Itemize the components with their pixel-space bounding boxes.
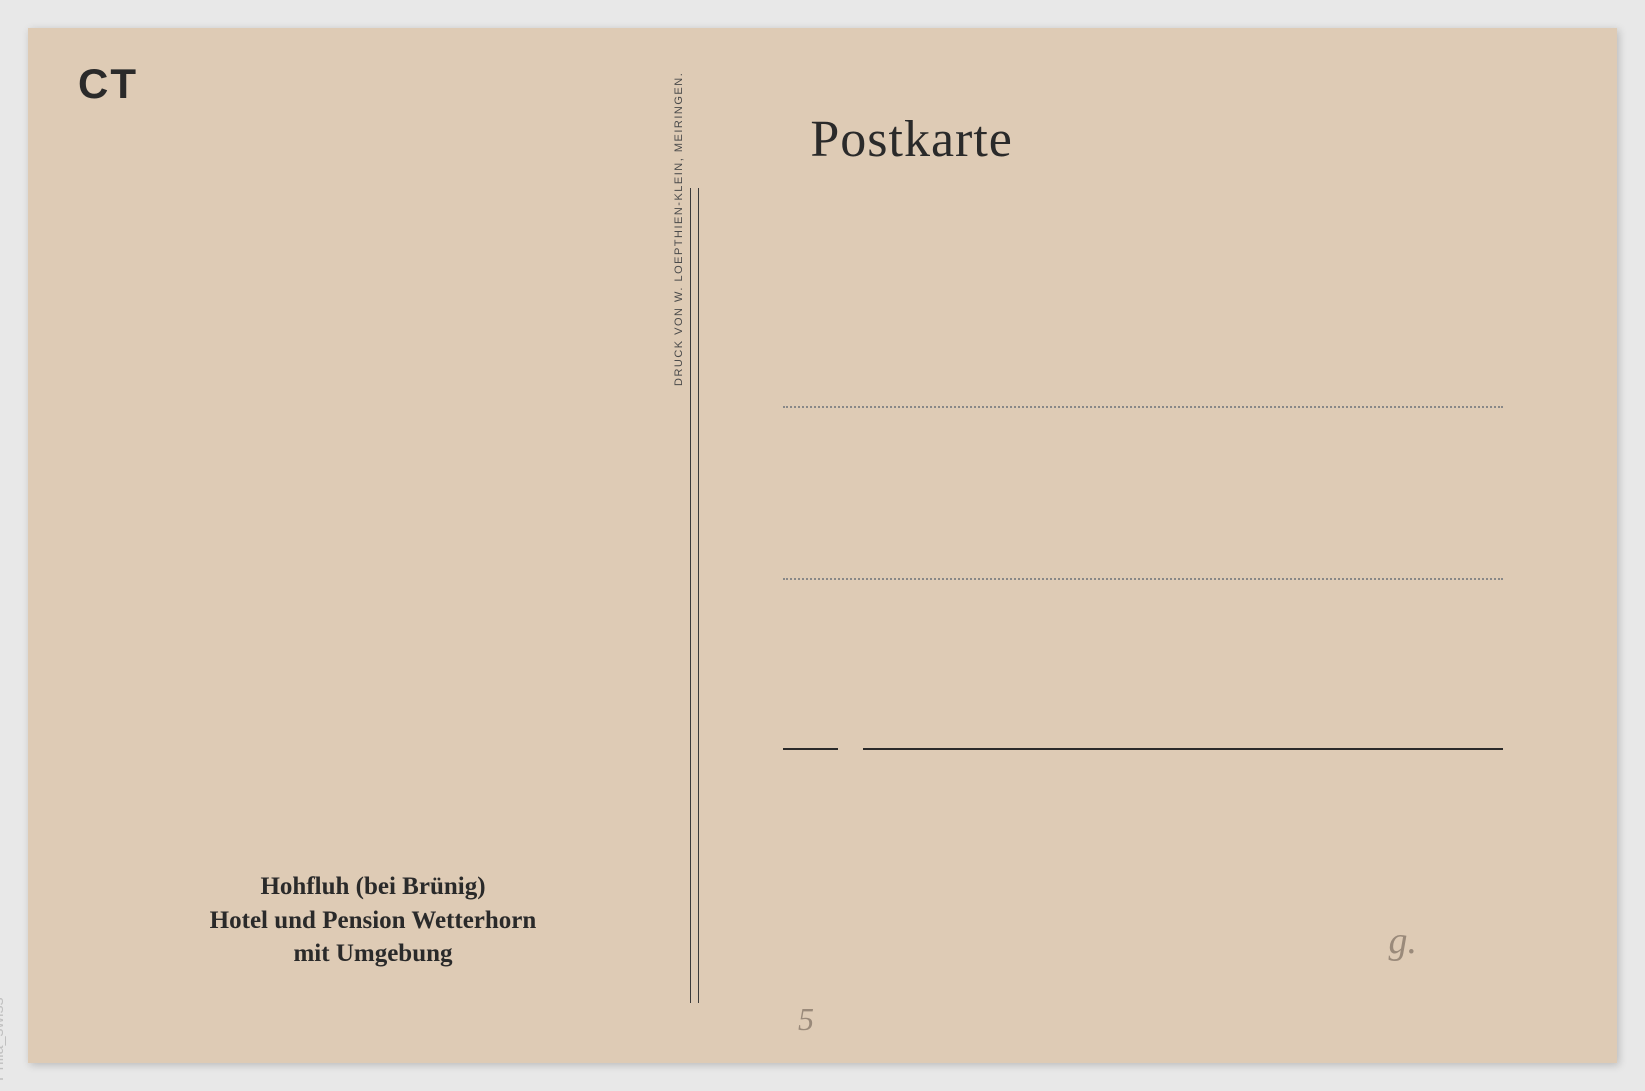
pencil-mark-right: g. [1389,919,1418,963]
postcard-container: CT Postkarte DRUCK VON W. LOEPTHIEN-KLEI… [28,28,1617,1063]
address-line-1 [783,406,1503,408]
caption-line-1: Hohfluh (bei Brünig) [260,873,485,900]
pencil-mark-center: 5 [798,1001,814,1038]
watermark-seller: Phila_swiss [0,997,8,1081]
stamp-marking: CT [78,60,138,108]
center-divider-line-2 [698,188,699,1003]
address-line-2 [783,578,1503,580]
postcard-caption: Hohfluh (bei Brünig) Hotel und Pension W… [123,870,623,971]
center-divider-line-1 [690,188,691,1003]
caption-line-3: mit Umgebung [293,940,452,967]
caption-line-2: Hotel und Pension Wetterhorn [210,907,537,934]
address-line-3-label [783,748,838,750]
address-line-3-main [863,748,1503,750]
printer-credit: DRUCK VON W. LOEPTHIEN-KLEIN, MEIRINGEN. [673,72,685,386]
postcard-title: Postkarte [810,110,1013,169]
